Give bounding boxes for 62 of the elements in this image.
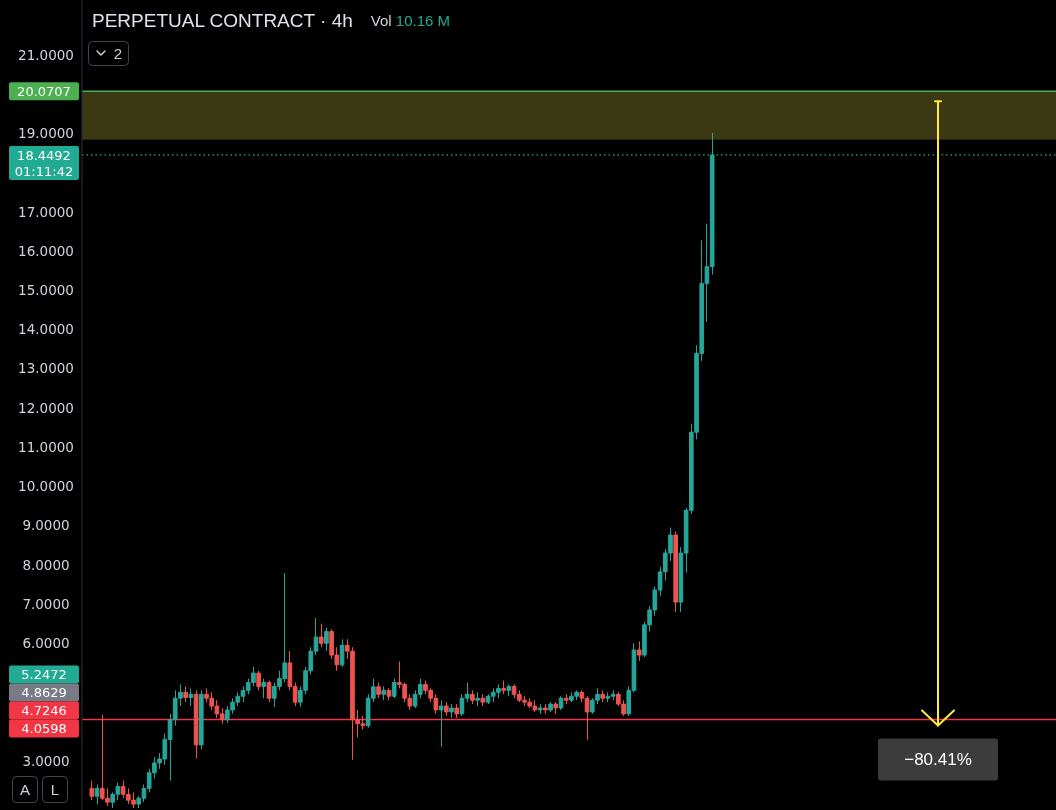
y-tick-label: 12.0000: [18, 399, 74, 416]
y-tick-label: 15.0000: [18, 281, 74, 298]
candlestick: [438, 699, 444, 748]
candlestick: [193, 689, 199, 760]
y-tick-label: 11.0000: [18, 438, 74, 455]
candlestick: [636, 640, 642, 662]
candlestick: [506, 683, 512, 697]
text: Vol 10.16 M: [370, 12, 451, 29]
y-tick-label: 14.0000: [18, 321, 74, 338]
candlestick: [324, 627, 329, 652]
text-button: A: [12, 776, 38, 803]
candlestick: [475, 691, 480, 707]
text: 4.7246: [21, 702, 67, 718]
y-tick-label: 10.0000: [18, 478, 74, 495]
text: 4.8629: [21, 684, 67, 700]
candlestick: [261, 678, 267, 699]
ref-line-label: 20.0707: [17, 83, 71, 99]
ref-line-label: 18.4492: [17, 147, 71, 163]
y-tick-label: 17.0000: [18, 203, 74, 220]
dropdown-button: 2: [88, 41, 129, 66]
annotation: 2: [113, 45, 123, 63]
candlestick: [339, 638, 345, 668]
y-tick-label: 16.0000: [18, 242, 74, 259]
text: 01:11:42: [14, 163, 74, 179]
candlestick: [183, 685, 188, 703]
candlestick: [553, 701, 559, 715]
ref-line-label: 4.0598: [21, 720, 67, 736]
candlestick: [188, 687, 194, 707]
text: 5.2472: [21, 666, 67, 682]
candlestick: [443, 701, 449, 717]
candlestick: [266, 680, 272, 703]
y-tick-label: 3.0000: [22, 752, 70, 769]
candlestick: [470, 689, 475, 705]
candlestick: [480, 693, 486, 707]
y-tick-label: 8.0000: [22, 556, 70, 573]
y-tick-label: 21.0000: [18, 46, 74, 63]
text: −80.41%: [904, 750, 972, 770]
candlestick: [198, 689, 204, 750]
candlestick: [548, 701, 553, 713]
y-tick-label: 13.0000: [18, 360, 74, 377]
text-button: L: [42, 776, 68, 803]
y-tick-label: 7.0000: [22, 595, 70, 612]
candlestick: [256, 670, 261, 691]
candlestick: [454, 703, 460, 719]
candlestick: [94, 784, 100, 805]
candlestick: [673, 531, 679, 613]
candlestick: [318, 623, 324, 648]
candlestick: [381, 685, 387, 701]
candlestick: [386, 687, 392, 701]
candlestick: [543, 703, 548, 715]
candlestick: [449, 703, 454, 719]
candlestick: [600, 689, 606, 703]
candlestick: [391, 678, 397, 699]
candlestick: [376, 682, 381, 699]
y-tick-label: 9.0000: [22, 517, 70, 534]
candlestick: [537, 703, 543, 715]
y-tick-label: 6.0000: [22, 635, 70, 652]
y-tick-label: 19.0000: [18, 125, 74, 142]
candlestick: [501, 680, 506, 695]
candlestick: [89, 780, 95, 801]
text: PERPETUAL CONTRACT · 4h: [92, 10, 353, 31]
candlestick: [563, 693, 569, 705]
